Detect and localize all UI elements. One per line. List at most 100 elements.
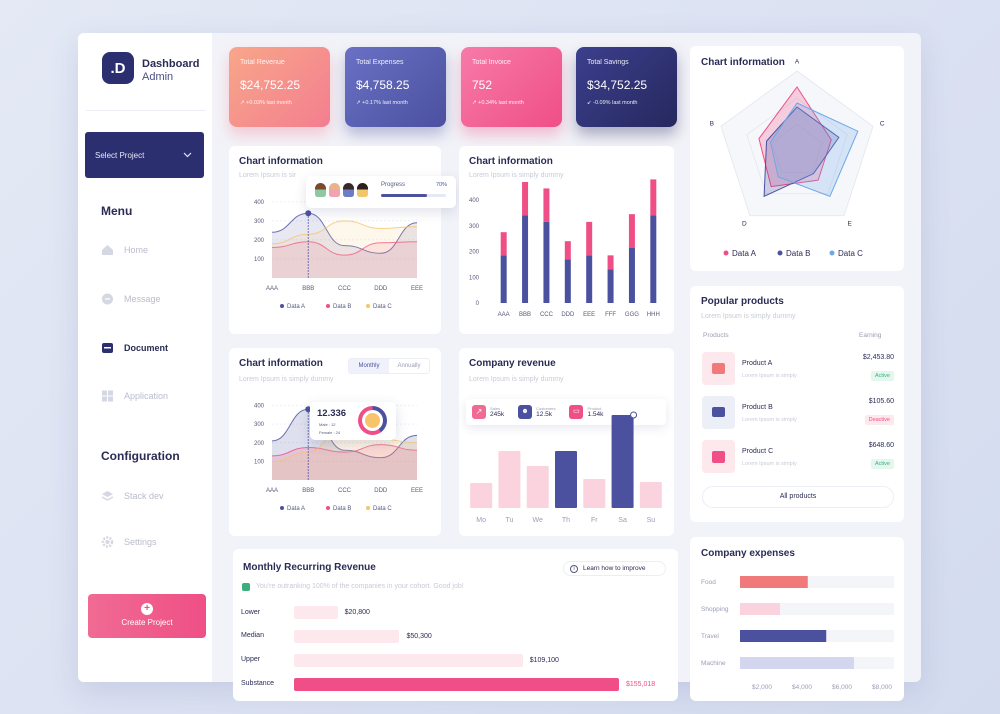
legend-label: Data C <box>373 506 392 512</box>
bar-upper <box>628 214 635 248</box>
x-tick-label: We <box>533 517 543 524</box>
radar-grid <box>746 97 848 195</box>
y-tick-label: 200 <box>254 238 265 244</box>
series-line-data-b <box>271 444 418 457</box>
revenue-bar <box>498 451 521 508</box>
y-tick-label: 100 <box>254 257 265 263</box>
all-products-button[interactable]: All products <box>702 486 894 508</box>
tab-annually[interactable]: Annually <box>397 363 421 369</box>
stat-card-savings[interactable]: Total Savings $34,752.25 ↙ -0.09% last m… <box>576 47 677 127</box>
progress-popover: Progress 70% <box>306 176 456 208</box>
revenue-bar <box>583 479 606 508</box>
chevron-down-icon <box>183 152 192 158</box>
card-subtitle: Lorem Ipsum is simply dummy <box>469 172 564 179</box>
sidebar-item-stack-dev[interactable]: Stack dev <box>101 490 164 502</box>
radar-chart: A C E D B Data A Data B Data C <box>710 58 885 258</box>
legend-marker <box>280 304 284 308</box>
sidebar-item-home[interactable]: Home <box>101 244 148 256</box>
kpi-product: ▭ Product 1.54k <box>569 405 603 419</box>
sidebar <box>78 33 212 682</box>
status-badge: Deactive <box>864 415 894 425</box>
series-area-data-b <box>272 444 417 480</box>
select-project-dropdown[interactable]: Select Project <box>85 132 204 178</box>
bag-icon <box>702 352 735 385</box>
bar-upper <box>500 232 507 256</box>
avatar <box>329 183 340 197</box>
bar-upper <box>564 241 571 260</box>
message-icon <box>102 293 113 305</box>
product-desc: Lorem Ipsum is simply <box>742 461 797 467</box>
column-header-products: Products <box>703 332 729 339</box>
avatar <box>315 183 326 197</box>
product-row[interactable]: Product C Lorem Ipsum is simply $648.60 … <box>702 440 894 476</box>
x-tick-label: Mo <box>476 517 486 524</box>
bar-lower <box>543 221 550 303</box>
stat-label: Total Expenses <box>356 59 404 66</box>
stat-card-expenses[interactable]: Total Expenses $4,758.25 ↗ +0.17% last m… <box>345 47 446 127</box>
radar-axis-label: C <box>880 120 885 127</box>
sidebar-item-settings[interactable]: Settings <box>101 536 157 548</box>
period-toggle: Monthly Annually <box>348 358 430 374</box>
progress-value: 70% <box>436 182 448 188</box>
kpi-value: 12.5k <box>536 411 553 418</box>
card-subtitle: Lorem Ipsum is sir <box>239 172 297 179</box>
card-subtitle: Lorem Ipsum is simply dummy <box>239 376 334 383</box>
mrr-bar <box>294 678 619 691</box>
stat-label: Total Savings <box>587 59 629 66</box>
y-tick-label: 100 <box>254 459 265 465</box>
stat-card-revenue[interactable]: Total Revenue $24,752.25 ↗ +0.03% last m… <box>229 47 330 127</box>
legend-marker <box>280 506 284 510</box>
x-tick-label: DDD <box>561 312 575 318</box>
mrr-note: You're outranking 100% of the companies … <box>256 583 464 590</box>
sidebar-item-application[interactable]: Application <box>101 390 168 402</box>
learn-button[interactable]: i Learn how to improve <box>563 561 666 576</box>
x-tick-label: $6,000 <box>832 684 852 691</box>
stat-card-invoice[interactable]: Total Invoice 752 ↗ +0.34% last month <box>461 47 562 127</box>
tab-monthly[interactable]: Monthly <box>349 359 389 373</box>
sidebar-item-label: Settings <box>124 537 157 547</box>
mrr-bar <box>294 654 523 667</box>
product-row[interactable]: Product B Lorem Ipsum is simply $105.60 … <box>702 396 894 432</box>
expense-bar <box>740 657 854 669</box>
stat-value: 752 <box>472 78 493 92</box>
card-title: Chart information <box>469 156 553 167</box>
x-tick-label: EEE <box>411 488 423 494</box>
expense-label: Shopping <box>701 606 729 613</box>
card-subtitle: Lorem Ipsum is simply dummy <box>469 376 564 383</box>
y-tick-label: 400 <box>254 404 265 410</box>
focus-point <box>630 411 638 419</box>
expense-label: Food <box>701 579 716 586</box>
kpi-label: Product <box>587 406 602 411</box>
mrr-row-label: Median <box>241 632 264 639</box>
product-row[interactable]: Product A Lorem Ipsum is simply $2,453.8… <box>702 352 894 388</box>
brand-subtitle: Admin <box>142 71 174 83</box>
series-area-data-a <box>272 409 417 480</box>
thumbs-up-icon <box>242 583 250 591</box>
radar-series-data-b <box>763 106 840 198</box>
revenue-bar <box>555 451 577 508</box>
x-tick-label: EEE <box>411 286 423 292</box>
avatar-group <box>315 183 368 197</box>
x-tick-label: CCC <box>338 286 352 292</box>
stat-value: $34,752.25 <box>587 78 648 92</box>
sidebar-item-message[interactable]: Message <box>101 293 161 305</box>
legend-marker <box>326 304 330 308</box>
revenue-bar-chart: Mo Tu We Th Fr Sa Su <box>470 411 662 524</box>
create-project-button[interactable]: + Create Project <box>88 594 206 638</box>
bar-lower <box>500 255 507 303</box>
stat-change: ↗ +0.17% last month <box>356 100 408 106</box>
radar-axis-label: D <box>742 220 747 227</box>
x-tick-label: Sa <box>618 517 627 524</box>
kpi-value: 1.54k <box>587 411 604 418</box>
product-desc: Lorem Ipsum is simply <box>742 373 797 379</box>
sidebar-item-document[interactable]: Document <box>101 342 168 354</box>
focus-point <box>305 210 312 217</box>
x-tick-label: Th <box>562 517 570 524</box>
status-badge: Active <box>871 371 894 381</box>
select-project-label: Select Project <box>95 150 145 160</box>
stat-change: ↗ +0.34% last month <box>472 100 524 106</box>
tooltip-value: 12.336 <box>317 408 347 419</box>
legend-marker <box>829 250 835 256</box>
x-tick-label: $8,000 <box>872 684 892 691</box>
grid-icon <box>102 390 113 402</box>
